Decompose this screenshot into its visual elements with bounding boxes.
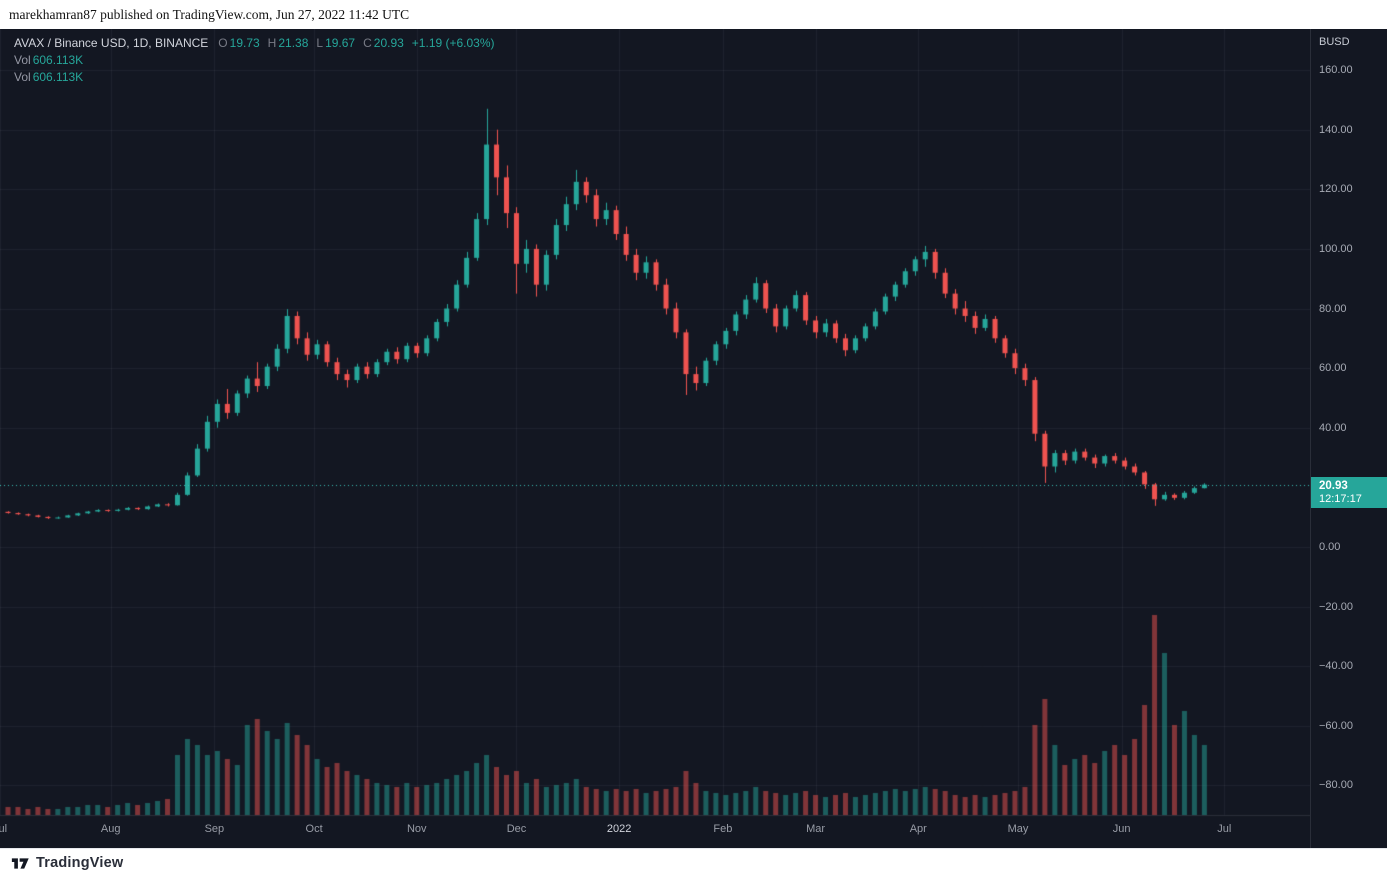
high-label: H [267, 36, 277, 50]
time-tick-label: Apr [909, 823, 927, 835]
tradingview-logo-text: TradingView [36, 855, 124, 871]
tradingview-logo-icon [11, 857, 29, 869]
badge-countdown: 12:17:17 [1319, 492, 1362, 505]
price-tick-label: −80.00 [1319, 779, 1353, 792]
volume-legend-row: Vol 606.113K [14, 52, 495, 69]
time-tick-label: Dec [506, 823, 527, 835]
open-value: 19.73 [229, 36, 260, 50]
footer-bar: TradingView [0, 848, 1387, 877]
time-scale[interactable]: Jul Aug Sep Oct Nov Dec 2022 Feb Mar Apr May Jun Jul [0, 815, 1310, 848]
low-label: L [316, 36, 324, 50]
price-tick-label: 60.00 [1319, 362, 1347, 375]
price-tick-label: −20.00 [1319, 600, 1353, 613]
legend-symbol-row: AVAX / Binance USD, 1D, BINANCE O 19.73 H 21… [14, 35, 495, 52]
time-tick-label: Oct [305, 823, 323, 835]
time-tick-label: Feb [713, 823, 733, 835]
close-label: C [363, 36, 372, 50]
price-tick-label: 160.00 [1319, 64, 1353, 77]
badge-price: 20.93 [1319, 479, 1348, 492]
publish-info: marekhamran87 published on TradingView.c… [9, 6, 410, 22]
volume-legend-row: Vol 606.113K [14, 69, 495, 86]
price-tick-label: 80.00 [1319, 302, 1347, 315]
low-value: 19.67 [325, 36, 356, 50]
volume-label: Vol [14, 53, 31, 67]
time-tick-label: Jul [0, 823, 8, 835]
current-price-badge: 20.93 12:17:17 [1311, 476, 1387, 508]
price-chart-canvas[interactable] [0, 29, 1310, 848]
price-scale-currency: BUSD [1319, 36, 1350, 48]
time-tick-label: Mar [806, 823, 826, 835]
time-tick-label: Nov [406, 823, 427, 835]
volume-label: Vol [14, 70, 31, 84]
time-tick-label: Aug [100, 823, 121, 835]
time-tick-label: 2022 [606, 823, 632, 835]
price-tick-label: 100.00 [1319, 242, 1353, 255]
price-scale[interactable]: BUSD 20.93 12:17:17 160.00 140.00 120.00 10… [1310, 29, 1387, 848]
price-tick-label: 40.00 [1319, 421, 1347, 434]
header-bar: marekhamran87 published on TradingView.c… [0, 0, 1387, 29]
time-tick-label: Jun [1112, 823, 1131, 835]
volume-value: 606.113K [32, 53, 84, 67]
time-tick-label: Jul [1217, 823, 1232, 835]
open-label: O [218, 36, 228, 50]
price-tick-label: −40.00 [1319, 660, 1353, 673]
price-tick-label: 140.00 [1319, 123, 1353, 136]
tradingview-logo[interactable]: TradingView [11, 855, 123, 872]
time-tick-label: May [1007, 823, 1029, 835]
legend-symbol: AVAX / Binance USD, 1D, BINANCE [14, 36, 209, 50]
volume-value: 606.113K [32, 70, 84, 84]
high-value: 21.38 [278, 36, 309, 50]
price-tick-label: 120.00 [1319, 183, 1353, 196]
chart-area: AVAX / Binance USD, 1D, BINANCE O 19.73 H 21… [0, 29, 1387, 848]
time-tick-label: Sep [204, 823, 225, 835]
chart-legend: AVAX / Binance USD, 1D, BINANCE O 19.73 H 21… [14, 35, 495, 86]
price-tick-label: 0.00 [1319, 541, 1341, 553]
close-value: 20.93 [373, 36, 404, 50]
change-value: +1.19 (+6.03%) [411, 36, 495, 50]
price-tick-label: −60.00 [1319, 719, 1353, 732]
